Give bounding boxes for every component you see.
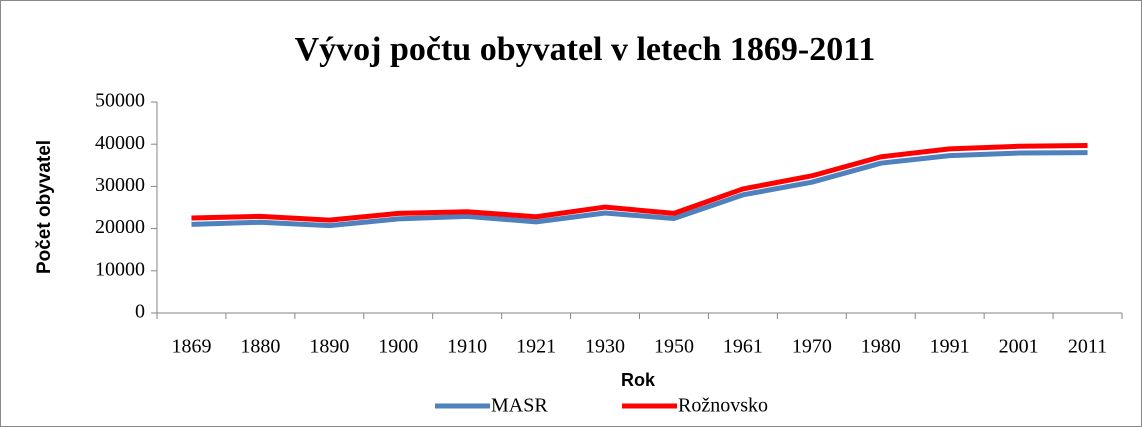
- legend-label: Rožnovsko: [678, 395, 768, 417]
- y-tick-label: 50000: [95, 90, 145, 112]
- x-axis-label: Rok: [621, 370, 656, 390]
- x-tick-label: 1930: [585, 336, 625, 358]
- x-tick-label: 1921: [516, 336, 556, 358]
- x-tick-label: 2011: [1068, 336, 1107, 358]
- x-tick-label: 1910: [447, 336, 487, 358]
- y-axis-label: Počet obyvatel: [34, 140, 55, 274]
- y-tick-label: 10000: [95, 258, 145, 280]
- x-tick-label: 1880: [240, 336, 280, 358]
- x-tick-label: 1991: [930, 336, 970, 358]
- y-tick-label: 20000: [95, 216, 145, 238]
- x-tick-label: 1970: [792, 336, 832, 358]
- x-tick-label: 2001: [999, 336, 1039, 358]
- x-tick-label: 1961: [723, 336, 763, 358]
- x-tick-label: 1950: [654, 336, 694, 358]
- x-tick-label: 1900: [378, 336, 418, 358]
- x-tick-label: 1869: [171, 336, 211, 358]
- y-tick-label: 0: [135, 301, 145, 323]
- line-series: [191, 142, 1088, 223]
- x-tick-label: 1890: [309, 336, 349, 358]
- x-tick-label: 1980: [861, 336, 901, 358]
- line-series: [191, 150, 1088, 229]
- chart-title: Vývoj počtu obyvatel v letech 1869-2011: [295, 31, 876, 68]
- y-tick-label: 30000: [95, 174, 145, 196]
- legend-label: MASR: [491, 395, 548, 417]
- y-tick-label: 40000: [95, 132, 145, 154]
